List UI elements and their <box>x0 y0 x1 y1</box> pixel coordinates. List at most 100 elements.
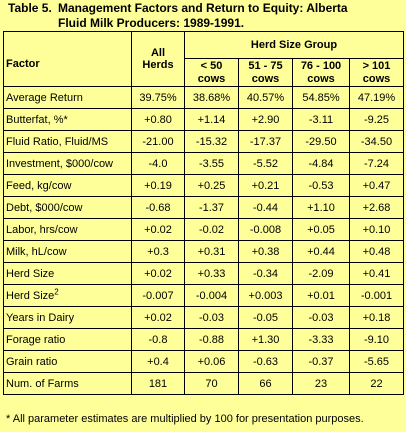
value-cell: -0.63 <box>238 350 293 373</box>
value-cell: +0.05 <box>292 218 350 241</box>
value-cell: +1.10 <box>292 196 350 219</box>
value-cell: +0.01 <box>292 284 350 307</box>
value-cell: -21.00 <box>131 130 185 153</box>
value-cell: -0.8 <box>131 328 185 351</box>
value-cell: -0.05 <box>238 306 293 329</box>
factor-cell: Num. of Farms <box>3 372 132 395</box>
value-cell: -0.88 <box>184 328 239 351</box>
value-cell: -2.09 <box>292 262 350 285</box>
value-cell: -0.37 <box>292 350 350 373</box>
value-cell: -0.34 <box>238 262 293 285</box>
value-cell: 47.19% <box>349 86 404 109</box>
value-cell: -0.02 <box>184 218 239 241</box>
group-header-lt50: < 50 cows <box>184 58 239 87</box>
table-row: Average Return 39.75% 38.68% 40.57% 54.85% 47… <box>3 86 404 109</box>
value-cell: +0.02 <box>131 262 185 285</box>
value-cell: -1.37 <box>184 196 239 219</box>
value-cell: +0.21 <box>238 174 293 197</box>
value-cell: +2.68 <box>349 196 404 219</box>
factor-cell: Feed, kg/cow <box>3 174 132 197</box>
value-cell: +0.4 <box>131 350 185 373</box>
table-title: Table 5. Management Factors and Return to… <box>8 1 348 31</box>
factor-cell: Fluid Ratio, Fluid/MS <box>3 130 132 153</box>
value-cell: +0.18 <box>349 306 404 329</box>
value-cell: -0.03 <box>184 306 239 329</box>
value-cell: +2.90 <box>238 108 293 131</box>
value-cell: +0.44 <box>292 240 350 263</box>
value-cell: -9.10 <box>349 328 404 351</box>
value-cell: +0.19 <box>131 174 185 197</box>
table-row: Forage ratio -0.8 -0.88 +1.30 -3.33 -9.10 <box>3 328 404 351</box>
value-cell: -0.68 <box>131 196 185 219</box>
value-cell: 66 <box>238 372 293 395</box>
value-cell: 38.68% <box>184 86 239 109</box>
value-cell: +0.31 <box>184 240 239 263</box>
value-cell: -0.44 <box>238 196 293 219</box>
value-cell: -5.65 <box>349 350 404 373</box>
value-cell: -29.50 <box>292 130 350 153</box>
all-herds-column-header: All Herds <box>131 31 185 87</box>
factor-cell: Debt, $000/cow <box>3 196 132 219</box>
value-cell: 54.85% <box>292 86 350 109</box>
group-header-51-75: 51 - 75 cows <box>238 58 293 87</box>
table-row: Herd Size2 -0.007 -0.004 +0.003 +0.01 -0.001 <box>3 284 404 307</box>
table-row: Feed, kg/cow +0.19 +0.25 +0.21 -0.53 +0.47 <box>3 174 404 197</box>
table-row: Fluid Ratio, Fluid/MS -21.00 -15.32 -17.37-… <box>3 130 404 153</box>
value-cell: -3.33 <box>292 328 350 351</box>
value-cell: -34.50 <box>349 130 404 153</box>
group-header-gt101: > 101 cows <box>349 58 404 87</box>
value-cell: -5.52 <box>238 152 293 175</box>
value-cell: -0.03 <box>292 306 350 329</box>
management-factors-table: Factor All Herds Herd Size Group < 50 cows… <box>3 31 404 395</box>
table-row: Debt, $000/cow -0.68 -1.37 -0.44 +1.10 +2.68 <box>3 196 404 219</box>
value-cell: +0.10 <box>349 218 404 241</box>
factor-cell: Investment, $000/cow <box>3 152 132 175</box>
factor-cell: Labor, hrs/cow <box>3 218 132 241</box>
value-cell: +0.47 <box>349 174 404 197</box>
footnote: * All parameter estimates are multiplied… <box>6 413 364 425</box>
table-row: Milk, hL/cow +0.3 +0.31 +0.38 +0.44 +0.48 <box>3 240 404 263</box>
value-cell: +0.33 <box>184 262 239 285</box>
value-cell: -0.008 <box>238 218 293 241</box>
table-row: Grain ratio +0.4 +0.06 -0.63 -0.37 -5.65 <box>3 350 404 373</box>
value-cell: +0.02 <box>131 218 185 241</box>
value-cell: -17.37 <box>238 130 293 153</box>
value-cell: 23 <box>292 372 350 395</box>
factor-cell: Milk, hL/cow <box>3 240 132 263</box>
value-cell: +1.14 <box>184 108 239 131</box>
value-cell: +0.48 <box>349 240 404 263</box>
value-cell: -0.001 <box>349 284 404 307</box>
value-cell: +0.38 <box>238 240 293 263</box>
value-cell: 22 <box>349 372 404 395</box>
factor-cell: Forage ratio <box>3 328 132 351</box>
value-cell: 181 <box>131 372 185 395</box>
value-cell: -3.11 <box>292 108 350 131</box>
factor-cell: Average Return <box>3 86 132 109</box>
table-row: Num. of Farms 181 70 66 23 22 <box>3 372 404 395</box>
title-line-2: Fluid Milk Producers: 1989-1991. <box>58 16 245 30</box>
value-cell: +0.003 <box>238 284 293 307</box>
value-cell: 39.75% <box>131 86 185 109</box>
value-cell: -3.55 <box>184 152 239 175</box>
value-cell: -9.25 <box>349 108 404 131</box>
value-cell: -0.53 <box>292 174 350 197</box>
value-cell: +0.41 <box>349 262 404 285</box>
value-cell: -4.84 <box>292 152 350 175</box>
group-header-76-100: 76 - 100 cows <box>292 58 350 87</box>
value-cell: +0.06 <box>184 350 239 373</box>
table-row: Investment, $000/cow -4.0 -3.55 -5.52 -4.84-… <box>3 152 404 175</box>
table-row: Years in Dairy +0.02 -0.03 -0.05 -0.03 +0.18 <box>3 306 404 329</box>
value-cell: +0.3 <box>131 240 185 263</box>
title-line-1: Management Factors and Return to Equity:… <box>58 1 348 15</box>
value-cell: -7.24 <box>349 152 404 175</box>
factor-cell: Herd Size <box>3 262 132 285</box>
value-cell: -4.0 <box>131 152 185 175</box>
value-cell: 70 <box>184 372 239 395</box>
factor-cell: Grain ratio <box>3 350 132 373</box>
table-row: Butterfat, %* +0.80 +1.14 +2.90 -3.11 -9.25 <box>3 108 404 131</box>
table-row: Herd Size +0.02 +0.33 -0.34 -2.09 +0.41 <box>3 262 404 285</box>
value-cell: +1.30 <box>238 328 293 351</box>
factor-cell: Years in Dairy <box>3 306 132 329</box>
superscript: 2 <box>54 286 59 296</box>
factor-cell: Herd Size2 <box>3 284 132 307</box>
